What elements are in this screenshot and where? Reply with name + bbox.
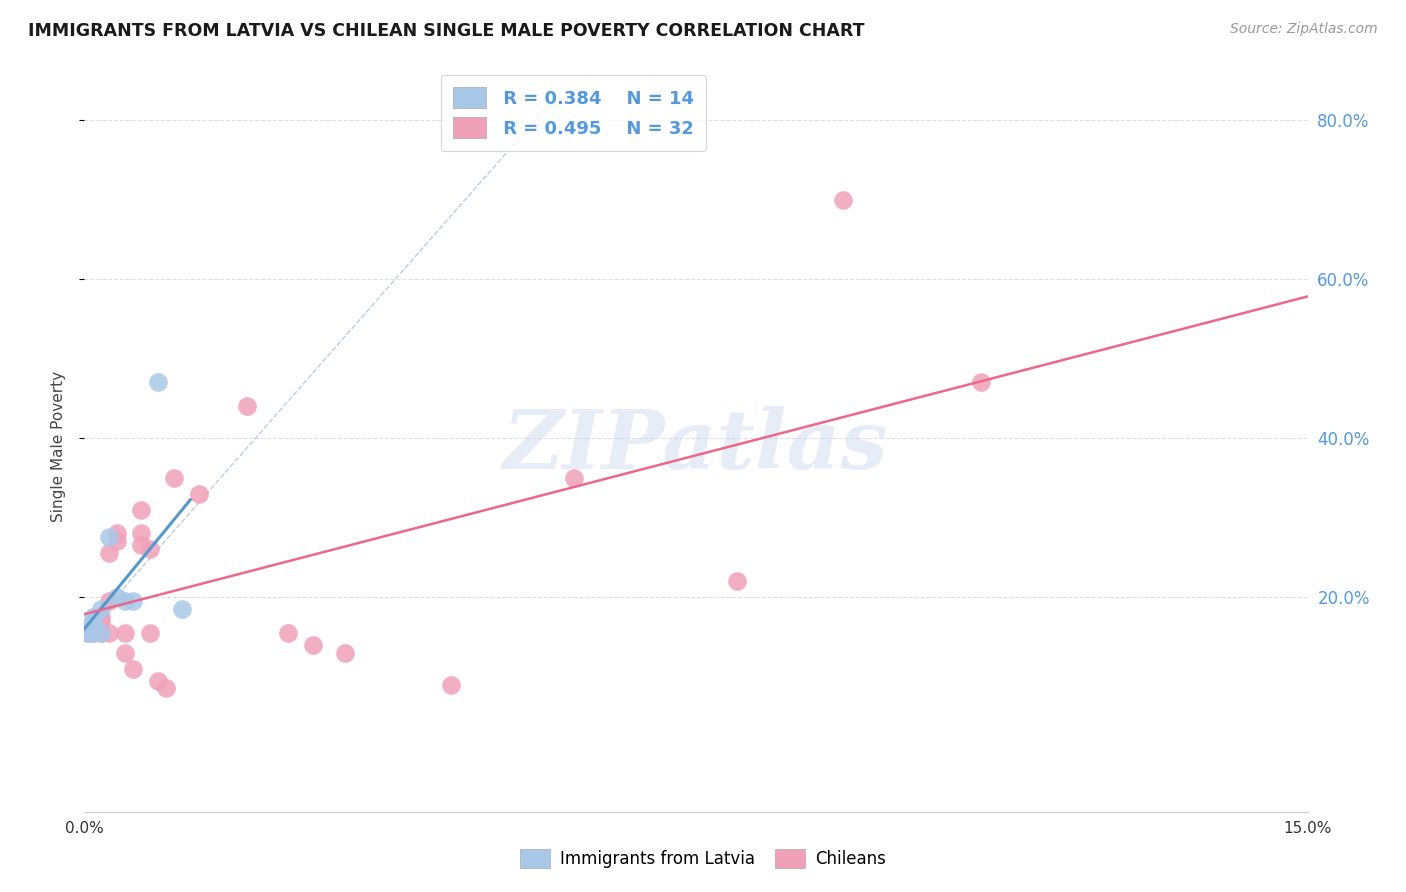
Point: [155, 681, 177, 696]
Point: [77, 622, 100, 636]
Point: [90, 614, 112, 628]
Text: ZIPatlas: ZIPatlas: [503, 406, 889, 486]
Point: [90, 625, 112, 640]
Point: [105, 590, 128, 604]
Point: [335, 646, 357, 660]
Point: [114, 594, 136, 608]
Point: [187, 486, 209, 500]
Point: [440, 677, 463, 691]
Point: [77, 625, 100, 640]
Point: [277, 625, 299, 640]
Point: [90, 625, 112, 640]
Point: [236, 399, 259, 413]
Point: [562, 471, 585, 485]
Point: [122, 662, 145, 676]
Point: [82, 610, 104, 624]
Point: [131, 538, 153, 552]
Point: [77, 625, 100, 640]
Point: [97, 530, 120, 544]
Point: [90, 602, 112, 616]
Point: [301, 638, 323, 652]
Point: [114, 646, 136, 660]
Point: [82, 618, 104, 632]
Point: [114, 625, 136, 640]
Point: [97, 594, 120, 608]
Point: [82, 625, 104, 640]
Point: [97, 546, 120, 560]
Point: [138, 542, 160, 557]
Text: Source: ZipAtlas.com: Source: ZipAtlas.com: [1230, 22, 1378, 37]
Point: [138, 625, 160, 640]
Point: [82, 614, 104, 628]
Point: [97, 625, 120, 640]
Point: [131, 526, 153, 541]
Point: [105, 534, 128, 549]
Point: [131, 502, 153, 516]
Legend:  R = 0.384    N = 14,  R = 0.495    N = 32: R = 0.384 N = 14, R = 0.495 N = 32: [441, 75, 706, 151]
Point: [90, 610, 112, 624]
Point: [122, 594, 145, 608]
Point: [146, 376, 169, 390]
Point: [172, 602, 194, 616]
Point: [82, 625, 104, 640]
Legend: Immigrants from Latvia, Chileans: Immigrants from Latvia, Chileans: [513, 842, 893, 875]
Point: [970, 376, 993, 390]
Point: [105, 526, 128, 541]
Text: IMMIGRANTS FROM LATVIA VS CHILEAN SINGLE MALE POVERTY CORRELATION CHART: IMMIGRANTS FROM LATVIA VS CHILEAN SINGLE…: [28, 22, 865, 40]
Point: [146, 673, 169, 688]
Point: [82, 618, 104, 632]
Y-axis label: Single Male Poverty: Single Male Poverty: [51, 370, 66, 522]
Point: [725, 574, 748, 589]
Point: [163, 471, 186, 485]
Point: [831, 193, 853, 207]
